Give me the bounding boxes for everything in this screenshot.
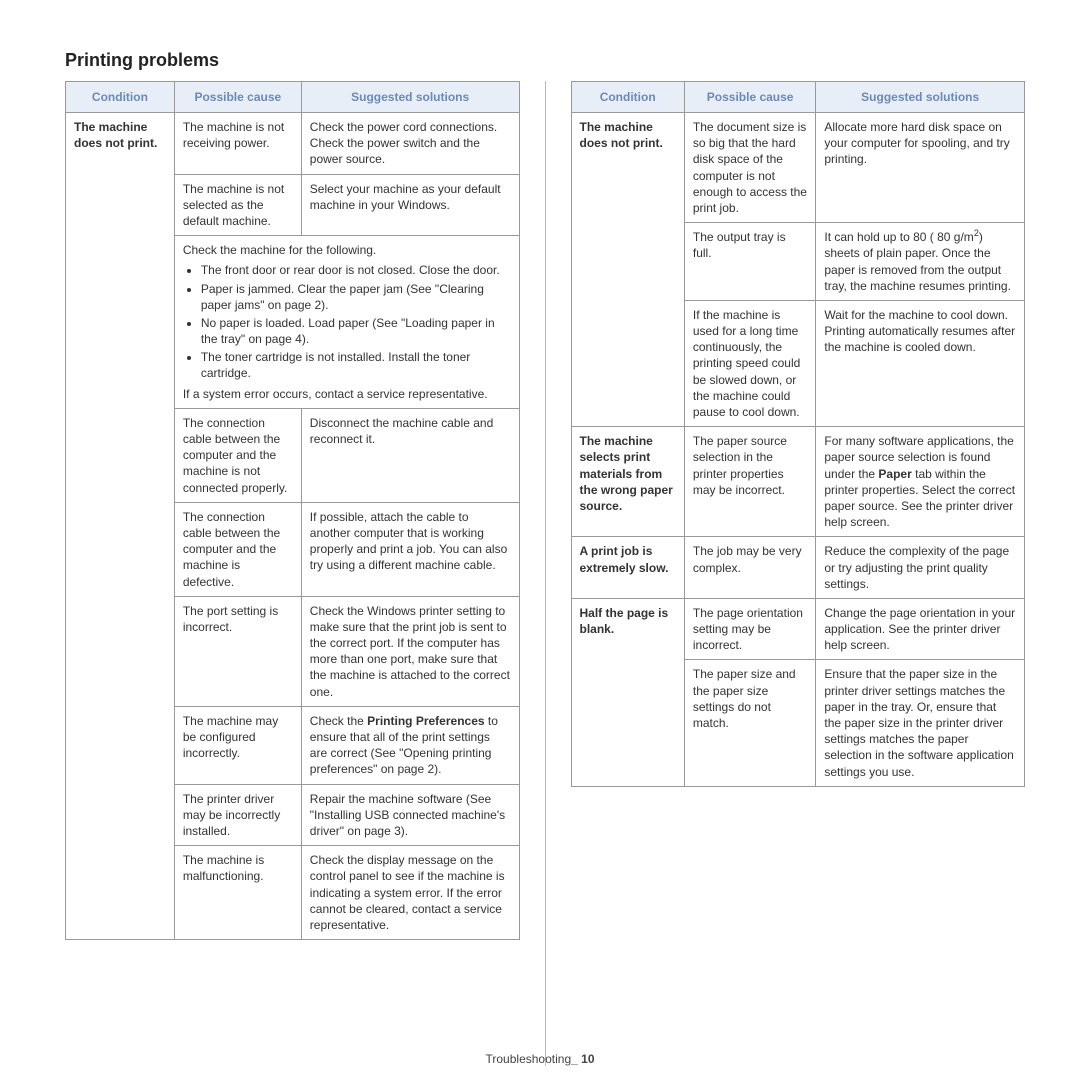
text: It can hold up to 80 ( 80 g/m — [824, 230, 973, 244]
th-condition: Condition — [66, 82, 175, 113]
text: Check the — [310, 714, 367, 728]
bold-text: Paper — [878, 467, 911, 481]
checklist-item: No paper is loaded. Load paper (See "Loa… — [201, 315, 511, 347]
cause-cell: The port setting is incorrect. — [174, 596, 301, 706]
th-solution: Suggested solutions — [301, 82, 519, 113]
cause-cell: The job may be very complex. — [684, 537, 816, 599]
condition-cell: Half the page is blank. — [571, 598, 684, 786]
solution-cell: Allocate more hard disk space on your co… — [816, 113, 1025, 223]
solution-cell: Reduce the complexity of the page or try… — [816, 537, 1025, 599]
solution-cell: Disconnect the machine cable and reconne… — [301, 408, 519, 502]
table-row: Half the page is blank. The page orienta… — [571, 598, 1025, 660]
table-header-row: Condition Possible cause Suggested solut… — [66, 82, 520, 113]
solution-cell: Check the display message on the control… — [301, 846, 519, 940]
checklist-item: The toner cartridge is not installed. In… — [201, 349, 511, 381]
condition-cell: The machine does not print. — [66, 113, 175, 940]
solution-cell: For many software applications, the pape… — [816, 427, 1025, 537]
condition-cell: A print job is extremely slow. — [571, 537, 684, 599]
checklist: The front door or rear door is not close… — [183, 262, 511, 381]
cause-cell: The connection cable between the compute… — [174, 408, 301, 502]
checklist-item: The front door or rear door is not close… — [201, 262, 511, 278]
solution-cell: Check the Printing Preferences to ensure… — [301, 706, 519, 784]
table-header-row: Condition Possible cause Suggested solut… — [571, 82, 1025, 113]
solution-cell: Ensure that the paper size in the printe… — [816, 660, 1025, 786]
column-divider — [545, 81, 546, 1066]
solution-cell: Repair the machine software (See "Instal… — [301, 784, 519, 846]
cause-cell: The machine is not selected as the defau… — [174, 174, 301, 236]
solution-cell: Check the Windows printer setting to mak… — [301, 596, 519, 706]
cause-cell: The printer driver may be incorrectly in… — [174, 784, 301, 846]
table-row: The machine selects print materials from… — [571, 427, 1025, 537]
condition-cell: The machine selects print materials from… — [571, 427, 684, 537]
table-row: The machine does not print. The document… — [571, 113, 1025, 223]
bold-text: Printing Preferences — [367, 714, 484, 728]
left-column: Condition Possible cause Suggested solut… — [65, 81, 520, 940]
footer: Troubleshooting_ 10 — [0, 1052, 1080, 1066]
solution-cell: If possible, attach the cable to another… — [301, 502, 519, 596]
cause-cell: The output tray is full. — [684, 223, 816, 301]
footer-label: Troubleshooting — [486, 1052, 572, 1066]
checklist-item: Paper is jammed. Clear the paper jam (Se… — [201, 281, 511, 313]
checklist-intro: Check the machine for the following. — [183, 243, 376, 257]
cause-cell: The machine may be configured incorrectl… — [174, 706, 301, 784]
checklist-outro: If a system error occurs, contact a serv… — [183, 387, 488, 401]
table-row: A print job is extremely slow. The job m… — [571, 537, 1025, 599]
left-table: Condition Possible cause Suggested solut… — [65, 81, 520, 940]
right-column: Condition Possible cause Suggested solut… — [571, 81, 1026, 787]
cause-cell: The page orientation setting may be inco… — [684, 598, 816, 660]
solution-cell: Change the page orientation in your appl… — [816, 598, 1025, 660]
cause-cell: The paper size and the paper size settin… — [684, 660, 816, 786]
cause-cell: The document size is so big that the har… — [684, 113, 816, 223]
solution-cell: It can hold up to 80 ( 80 g/m2) sheets o… — [816, 223, 1025, 301]
two-column-layout: Condition Possible cause Suggested solut… — [65, 81, 1025, 1066]
th-cause: Possible cause — [174, 82, 301, 113]
cause-cell: The machine is malfunctioning. — [174, 846, 301, 940]
page: Printing problems Condition Possible cau… — [0, 0, 1080, 1080]
solution-cell: Wait for the machine to cool down. Print… — [816, 300, 1025, 426]
solution-cell: Select your machine as your default mach… — [301, 174, 519, 236]
th-cause: Possible cause — [684, 82, 816, 113]
cause-cell: The connection cable between the compute… — [174, 502, 301, 596]
checklist-cell: Check the machine for the following. The… — [174, 236, 519, 409]
right-table: Condition Possible cause Suggested solut… — [571, 81, 1026, 787]
th-solution: Suggested solutions — [816, 82, 1025, 113]
th-condition: Condition — [571, 82, 684, 113]
solution-cell: Check the power cord connections. Check … — [301, 113, 519, 175]
cause-cell: The paper source selection in the printe… — [684, 427, 816, 537]
cause-cell: If the machine is used for a long time c… — [684, 300, 816, 426]
section-title: Printing problems — [65, 50, 1025, 71]
condition-cell: The machine does not print. — [571, 113, 684, 427]
cause-cell: The machine is not receiving power. — [174, 113, 301, 175]
footer-page-number: 10 — [581, 1052, 594, 1066]
table-row: The machine does not print. The machine … — [66, 113, 520, 175]
